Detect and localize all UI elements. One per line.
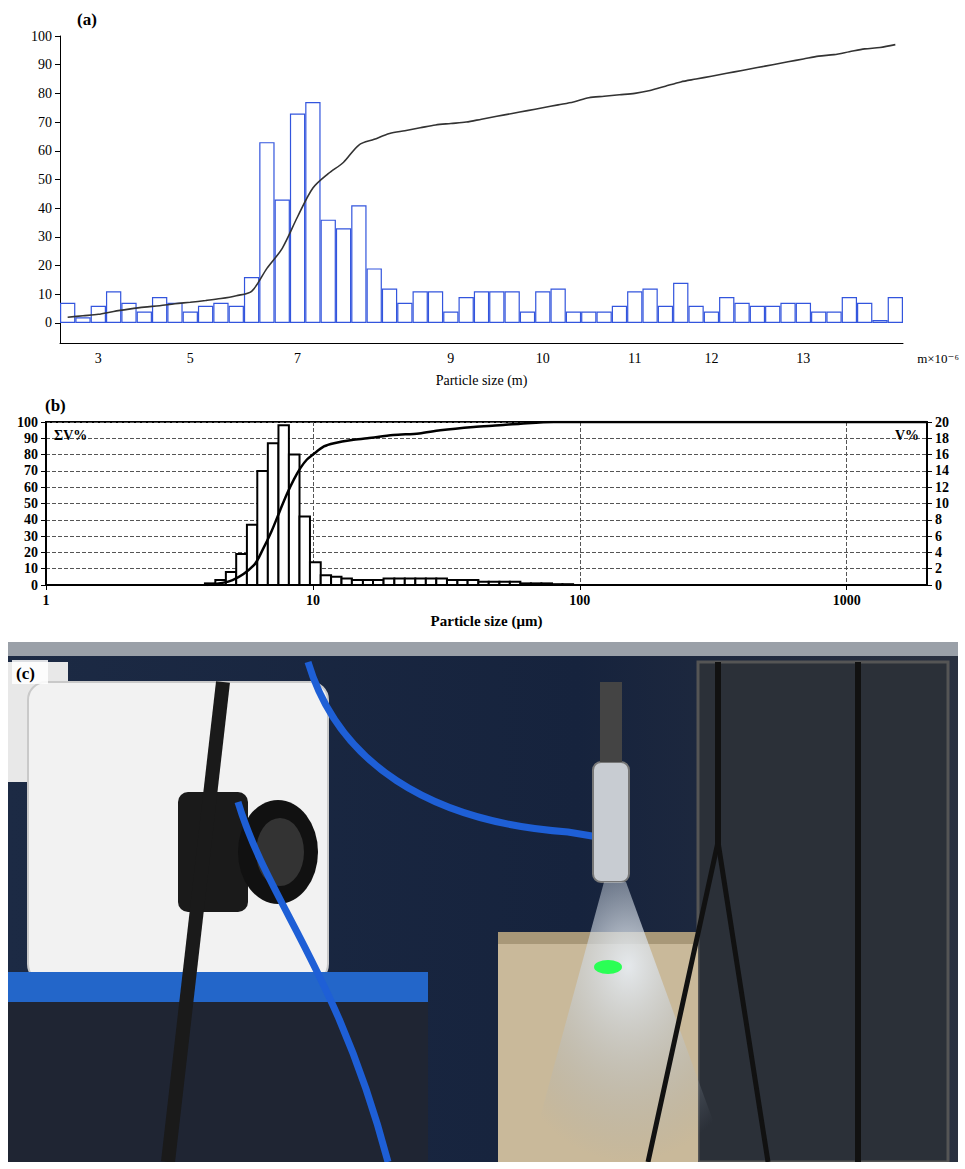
svg-text:20: 20	[935, 415, 949, 430]
svg-text:40: 40	[24, 512, 38, 527]
svg-text:Particle size (μm): Particle size (μm)	[431, 613, 543, 630]
svg-text:70: 70	[24, 463, 38, 478]
svg-text:60: 60	[38, 143, 52, 158]
svg-text:0: 0	[31, 578, 38, 593]
svg-text:m×10⁻⁶: m×10⁻⁶	[917, 351, 959, 366]
svg-text:4: 4	[935, 545, 942, 560]
svg-text:(b): (b)	[45, 396, 66, 415]
svg-text:50: 50	[24, 496, 38, 511]
svg-text:6: 6	[935, 529, 942, 544]
svg-text:12: 12	[704, 351, 718, 366]
svg-text:1: 1	[43, 593, 50, 608]
svg-text:10: 10	[306, 593, 320, 608]
svg-text:20: 20	[38, 258, 52, 273]
svg-text:7: 7	[294, 351, 301, 366]
svg-text:20: 20	[24, 545, 38, 560]
svg-text:Particle size (m): Particle size (m)	[436, 373, 528, 389]
svg-text:(c): (c)	[16, 664, 35, 683]
svg-text:12: 12	[935, 480, 949, 495]
svg-text:V%: V%	[895, 428, 919, 443]
svg-text:16: 16	[935, 447, 949, 462]
svg-text:ΣV%: ΣV%	[54, 428, 87, 443]
svg-text:0: 0	[45, 315, 52, 330]
svg-text:9: 9	[447, 351, 454, 366]
svg-text:1000: 1000	[833, 593, 861, 608]
svg-text:40: 40	[38, 201, 52, 216]
svg-text:60: 60	[24, 480, 38, 495]
svg-text:11: 11	[628, 351, 641, 366]
svg-text:10: 10	[536, 351, 550, 366]
svg-text:3: 3	[95, 351, 102, 366]
svg-text:0: 0	[935, 578, 942, 593]
svg-text:10: 10	[38, 287, 52, 302]
svg-text:70: 70	[38, 115, 52, 130]
svg-text:100: 100	[17, 415, 38, 430]
svg-text:100: 100	[31, 29, 52, 44]
svg-text:30: 30	[24, 529, 38, 544]
svg-text:80: 80	[24, 447, 38, 462]
svg-text:14: 14	[935, 463, 949, 478]
svg-text:90: 90	[24, 431, 38, 446]
svg-text:100: 100	[569, 593, 590, 608]
svg-text:30: 30	[38, 229, 52, 244]
svg-text:13: 13	[796, 351, 810, 366]
svg-text:8: 8	[935, 512, 942, 527]
svg-text:90: 90	[38, 57, 52, 72]
svg-text:10: 10	[935, 496, 949, 511]
svg-text:80: 80	[38, 86, 52, 101]
svg-text:50: 50	[38, 172, 52, 187]
svg-text:5: 5	[187, 351, 194, 366]
svg-text:18: 18	[935, 431, 949, 446]
svg-text:10: 10	[24, 561, 38, 576]
svg-text:2: 2	[935, 561, 942, 576]
svg-text:(a): (a)	[77, 10, 97, 29]
